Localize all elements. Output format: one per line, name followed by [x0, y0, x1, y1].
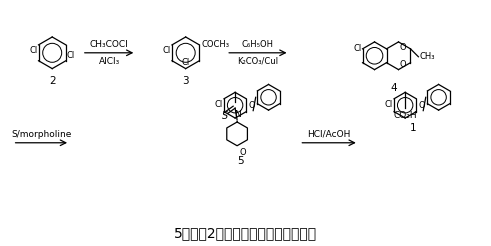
Text: Cl: Cl [163, 46, 171, 55]
Text: COCH₃: COCH₃ [201, 40, 229, 49]
Text: 4: 4 [390, 83, 397, 93]
Text: CH₃COCl: CH₃COCl [90, 40, 129, 49]
Text: 5: 5 [237, 156, 244, 166]
Text: S/morpholine: S/morpholine [11, 130, 72, 139]
Text: 1: 1 [410, 123, 416, 133]
Text: Cl: Cl [29, 46, 37, 55]
Text: CH₃: CH₃ [419, 52, 435, 61]
Text: Cl: Cl [182, 58, 190, 67]
Text: K₂CO₃/CuI: K₂CO₃/CuI [237, 57, 278, 66]
Text: Cl: Cl [215, 100, 223, 109]
Text: 3: 3 [182, 76, 189, 86]
Text: 5－氯－2－苯氧基苯乙酸的合成路线: 5－氯－2－苯氧基苯乙酸的合成路线 [173, 226, 317, 240]
Text: O: O [400, 43, 406, 52]
Text: Cl: Cl [385, 100, 393, 109]
Text: S: S [222, 111, 228, 121]
Text: CO₂H: CO₂H [393, 111, 417, 120]
Text: C₆H₅OH: C₆H₅OH [242, 40, 274, 49]
Text: Cl: Cl [67, 51, 75, 60]
Text: HCl/AcOH: HCl/AcOH [307, 130, 351, 139]
Text: O: O [248, 101, 255, 110]
Text: 2: 2 [49, 76, 55, 86]
Text: Cl: Cl [354, 44, 361, 53]
Text: O: O [400, 60, 406, 69]
Text: O: O [239, 148, 246, 157]
Text: AlCl₃: AlCl₃ [98, 57, 120, 66]
Text: O: O [418, 101, 425, 110]
Text: N: N [234, 110, 241, 119]
